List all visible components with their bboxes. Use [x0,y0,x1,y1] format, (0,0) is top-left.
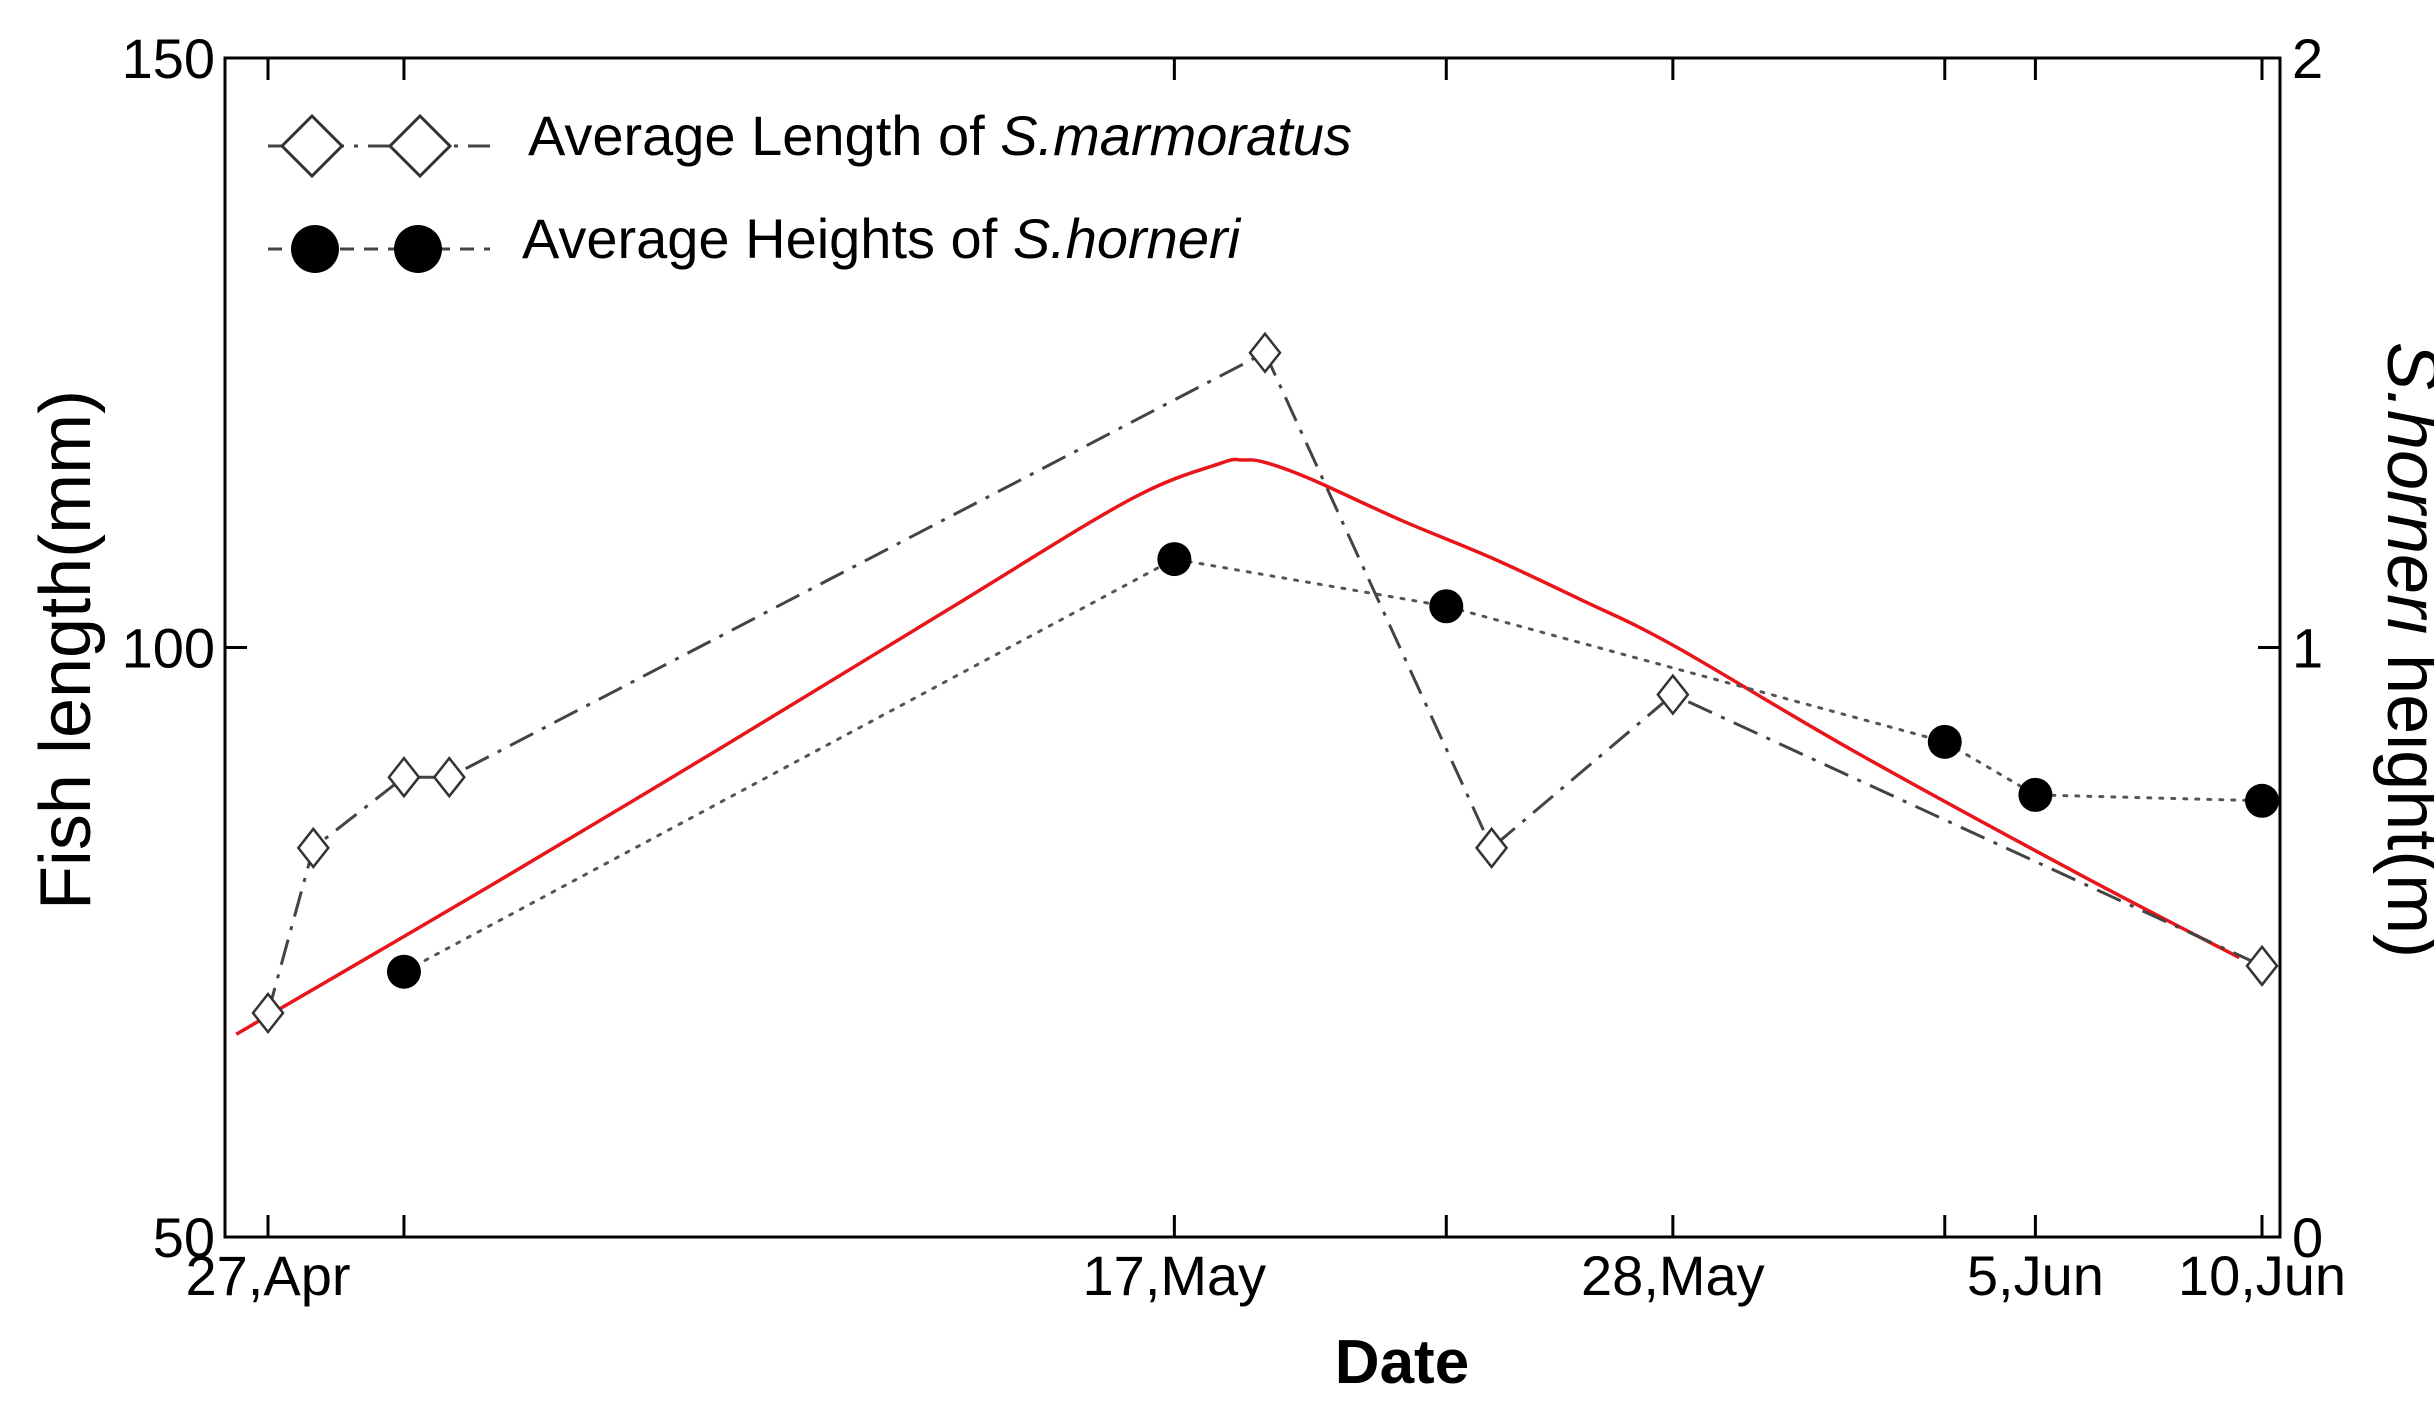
y-axis-title-right-rest: height(m) [2372,634,2434,958]
length-line [266,350,2263,1014]
trend-line [235,457,2241,1036]
heights-line [402,557,2264,974]
length-point [387,756,421,799]
legend-marker-heights-1 [291,225,339,273]
y-tick-label-right: 1 [2292,617,2323,680]
x-tick-label: 10,Jun [2178,1244,2346,1307]
legend-label-heights: Average Heights of S.horneri [522,207,1242,270]
series-layer [235,331,2279,1036]
x-tick-label: 17,May [1083,1244,1267,1307]
heights-point [2018,777,2053,812]
x-tick-label: 5,Jun [1967,1244,2104,1307]
y-axis-title-right-species: S.horneri [2372,342,2434,636]
legend-marker-length-2 [387,113,453,179]
length-point [432,756,466,799]
length-point [1474,826,1509,869]
y-axis-title-left: Fish length(mm) [26,390,106,910]
x-tick-label: 27,Apr [186,1244,351,1307]
length-point [2245,944,2279,987]
length-point [251,991,285,1035]
legend-label-heights-prefix: Average Heights of [522,207,1013,270]
heights-point [1157,542,1192,577]
heights-point [1927,724,1962,759]
length-point [1248,331,1282,374]
legend: Average Length of S.marmoratus Average H… [268,104,1352,273]
length-point [296,826,330,869]
legend-label-heights-species: S.horneri [1013,207,1242,270]
heights-point [386,954,421,989]
heights-point [1429,589,1464,624]
y-tick-label-right: 0 [2292,1206,2323,1269]
length-point [1656,673,1690,716]
axes: 50 100 150 0 1 2 27,Apr 17,May 28,May 5,Jun 10,Jun [122,27,2347,1307]
legend-label-length-prefix: Average Length of [528,104,1000,167]
legend-label-length: Average Length of S.marmoratus [528,104,1352,167]
y-axis-title-right: S.horneri height(m) [2372,342,2434,958]
y-tick-label-left: 100 [122,617,215,680]
legend-marker-length-1 [279,113,345,179]
y-tick-label-right: 2 [2292,27,2323,90]
heights-point [2245,783,2279,818]
x-tick-label: 28,May [1581,1244,1765,1307]
y-tick-label-left: 150 [122,27,215,90]
y-tick-label-left: 50 [153,1206,215,1269]
legend-label-length-species: S.marmoratus [1000,104,1352,167]
legend-marker-heights-2 [394,225,442,273]
x-axis-title: Date [1335,1328,1469,1397]
